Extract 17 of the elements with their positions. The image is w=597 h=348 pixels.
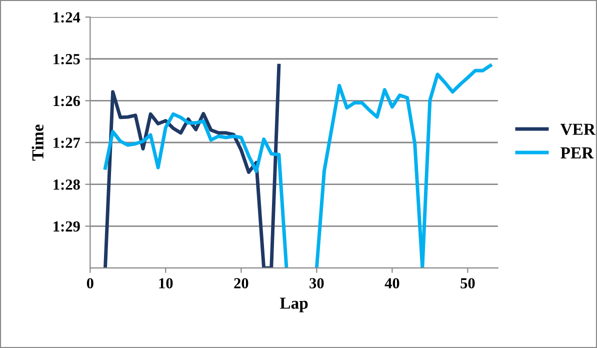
legend-label: VER bbox=[560, 124, 596, 136]
x-tick-label: 0 bbox=[86, 278, 94, 288]
x-tick-label: 40 bbox=[384, 278, 400, 288]
x-tick-label: 50 bbox=[460, 278, 475, 288]
line-series bbox=[104, 64, 281, 268]
x-axis-title: Lap bbox=[280, 298, 308, 312]
y-tick-label: 1:25 bbox=[54, 54, 80, 64]
y-axis-title: Time bbox=[32, 124, 44, 161]
x-tick-label: 30 bbox=[310, 278, 324, 288]
y-tick-label: 1:26 bbox=[54, 96, 80, 106]
y-tick-label: 1:27 bbox=[54, 138, 80, 148]
y-tick-label: 1:24 bbox=[54, 12, 80, 23]
x-tick-label: 10 bbox=[159, 278, 173, 288]
y-tick-label: 1:29 bbox=[54, 221, 80, 232]
legend-label: PER bbox=[560, 147, 594, 158]
x-tick-label: 20 bbox=[234, 278, 248, 288]
y-tick-label: 1:28 bbox=[54, 179, 80, 190]
